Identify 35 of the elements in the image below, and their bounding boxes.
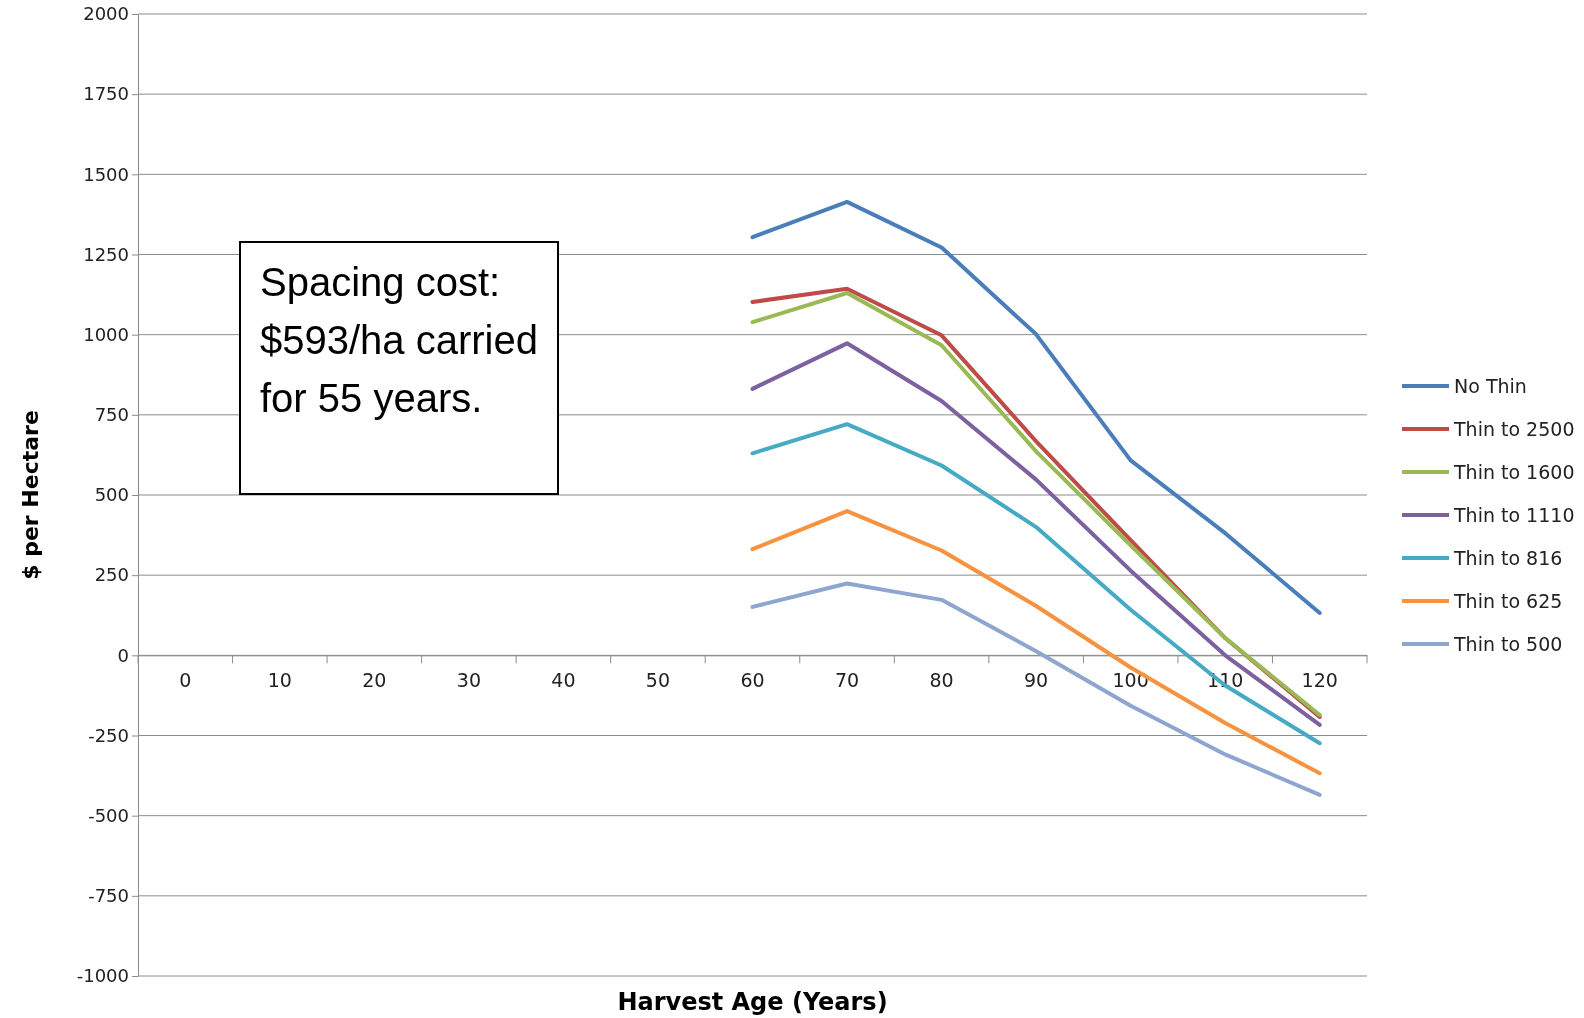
y-tick-label: 1250 bbox=[83, 243, 129, 265]
annotation: Spacing cost: $593/ha carried for 55 years. bbox=[260, 260, 538, 420]
x-axis-title: Harvest Age (Years) bbox=[617, 988, 888, 1016]
x-tick-label: 0 bbox=[179, 668, 192, 691]
x-tick-label: 60 bbox=[740, 668, 765, 691]
y-tick-label: 0 bbox=[117, 644, 129, 666]
y-tick-label: 2000 bbox=[83, 3, 129, 25]
x-tick-label: 40 bbox=[551, 668, 576, 691]
x-tick-label: 30 bbox=[456, 668, 481, 691]
y-tick-label: -500 bbox=[88, 804, 129, 826]
legend-label: Thin to 500 bbox=[1453, 633, 1563, 655]
y-tick-label: 500 bbox=[94, 484, 129, 506]
y-axis-title: $ per Hectare bbox=[18, 410, 43, 580]
x-tick-label: 20 bbox=[362, 668, 387, 691]
legend-label: Thin to 1600 bbox=[1453, 461, 1575, 483]
x-tick-label: 50 bbox=[645, 668, 671, 691]
legend-label: Thin to 1110 bbox=[1453, 504, 1575, 526]
y-tick-label: -250 bbox=[88, 724, 129, 746]
x-tick-label: 90 bbox=[1024, 668, 1049, 691]
legend-label: Thin to 625 bbox=[1453, 590, 1563, 612]
x-tick-label: 120 bbox=[1301, 668, 1338, 691]
line-series bbox=[750, 199, 1322, 616]
legend-label: Thin to 816 bbox=[1453, 547, 1563, 569]
y-tick-label: 1750 bbox=[83, 83, 129, 105]
x-tick-label: 80 bbox=[929, 668, 954, 691]
y-tick-label: 1500 bbox=[83, 163, 129, 185]
x-tick-label: 70 bbox=[834, 668, 860, 691]
legend-label: Thin to 2500 bbox=[1453, 418, 1575, 440]
legend-label: No Thin bbox=[1454, 375, 1527, 397]
y-tick-label: 250 bbox=[94, 564, 129, 586]
y-tick-label: 1000 bbox=[83, 323, 129, 345]
y-tick-label: -1000 bbox=[76, 965, 129, 987]
y-tick-label: 750 bbox=[94, 404, 129, 426]
x-tick-label: 10 bbox=[267, 668, 292, 691]
y-tick-label: -750 bbox=[88, 885, 129, 907]
